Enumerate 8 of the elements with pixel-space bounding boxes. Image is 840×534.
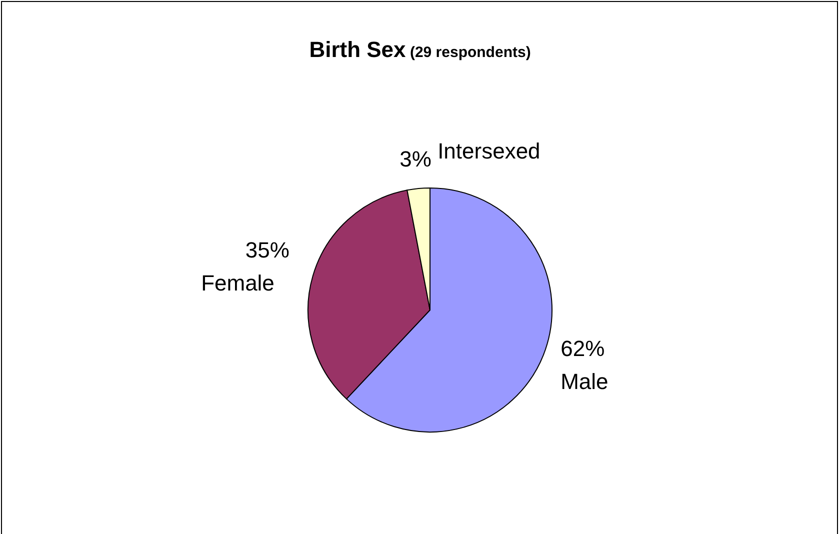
slice-label: Male [560,368,608,394]
chart-subtitle: (29 respondents) [406,44,531,61]
data-label: 3% [400,146,432,172]
slice-label: Female [201,270,274,296]
data-label: 35% [245,238,290,263]
chart-title: Birth Sex [309,37,407,62]
data-label: 62% [560,336,605,361]
slice-label: Intersexed [438,138,540,164]
